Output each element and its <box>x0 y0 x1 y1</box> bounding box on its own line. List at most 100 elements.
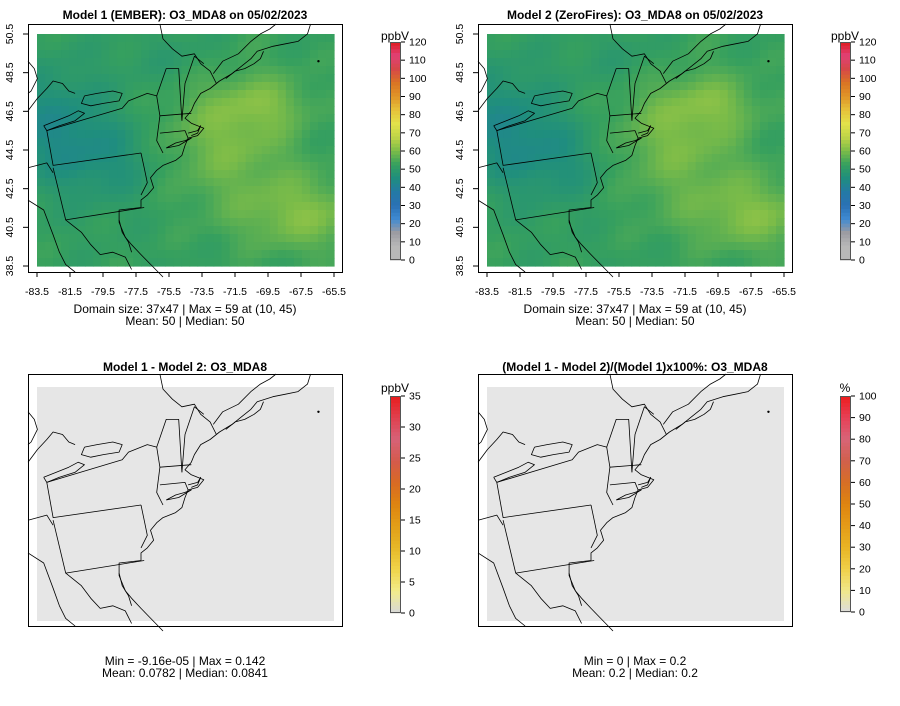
grid-cell <box>293 66 303 75</box>
grid-cell <box>631 50 641 59</box>
grid-cell <box>751 34 761 43</box>
grid-cell <box>69 202 78 211</box>
grid-cell <box>687 250 697 259</box>
grid-cell <box>205 122 215 131</box>
colorbar-segment <box>390 424 401 430</box>
grid-cell <box>101 242 110 251</box>
grid-cell <box>101 90 110 99</box>
grid-cell <box>671 58 681 67</box>
grid-cell <box>551 210 560 219</box>
grid-cell <box>751 138 761 147</box>
colorbar-tick-label: 0 <box>859 255 865 267</box>
grid-cell <box>679 82 689 91</box>
grid-cell <box>599 194 609 203</box>
grid-cell <box>317 106 327 115</box>
grid-cell <box>599 98 609 107</box>
border-njLine <box>140 152 148 196</box>
grid-cell <box>45 34 54 43</box>
grid-cell <box>751 42 761 51</box>
grid-cell <box>679 170 689 179</box>
grid-cell <box>93 90 102 99</box>
grid-cell <box>671 114 681 123</box>
grid-cell <box>607 234 617 243</box>
grid-cell <box>53 146 62 155</box>
grid-cell <box>543 130 552 139</box>
grid-cell <box>237 210 247 219</box>
colorbar-segment <box>390 522 401 527</box>
grid-cell <box>767 82 777 91</box>
grid-cell <box>687 66 697 75</box>
border-nyState <box>496 93 614 154</box>
border-lakeOntario <box>531 441 573 458</box>
grid-cell <box>735 58 745 67</box>
grid-cell <box>85 34 94 43</box>
grid-cell <box>639 194 649 203</box>
grid-cell <box>85 74 94 83</box>
grid-cell <box>101 226 110 235</box>
grid-cell <box>141 122 150 131</box>
grid-cell <box>141 202 150 211</box>
grid-cell <box>559 98 568 107</box>
grid-cell <box>149 242 159 251</box>
colorbar-segment <box>840 241 851 246</box>
grid-cell <box>679 202 689 211</box>
grid-cell <box>711 146 721 155</box>
colorbar-tick-label: 80 <box>409 109 421 121</box>
grid-cell <box>719 106 729 115</box>
grid-cell <box>551 42 560 51</box>
grid-cell <box>511 122 520 131</box>
grid-cell <box>69 114 78 123</box>
grid-cell <box>133 250 142 259</box>
grid-cell <box>173 98 183 107</box>
grid-cell <box>317 234 327 243</box>
island-marker <box>767 60 770 63</box>
grid-cell <box>61 194 70 203</box>
grid-cell <box>519 90 528 99</box>
colorbar-segment <box>390 591 401 596</box>
grid-cell <box>189 210 199 219</box>
grid-cell <box>631 82 641 91</box>
colorbar-segment <box>840 572 851 577</box>
grid-cell <box>285 218 295 227</box>
grid-cell <box>631 42 641 51</box>
grid-cell <box>189 218 199 227</box>
grid-cell <box>277 114 287 123</box>
grid-cell <box>197 170 207 179</box>
grid-cell <box>117 154 126 163</box>
grid-cell <box>655 226 665 235</box>
island-marker <box>317 60 320 63</box>
grid-cell <box>647 90 657 99</box>
grid-cell <box>325 154 335 163</box>
grid-cell <box>767 130 777 139</box>
grid-cell <box>37 42 46 51</box>
grid-cell <box>125 82 134 91</box>
colorbar-segment <box>840 49 851 54</box>
grid-cell <box>37 138 46 147</box>
colorbar-segment <box>840 478 851 483</box>
grid-cell <box>535 170 544 179</box>
grid-cell <box>157 242 167 251</box>
grid-cell <box>535 154 544 163</box>
grid-cell <box>775 90 785 99</box>
colorbar-segment <box>840 194 851 199</box>
grid-cell <box>727 186 737 195</box>
grid-cell <box>237 74 247 83</box>
colorbar-segment <box>840 74 851 79</box>
grid-cell <box>293 194 303 203</box>
grid-cell <box>615 226 625 235</box>
grid-cell <box>173 162 183 171</box>
grid-cell <box>647 130 657 139</box>
grid-cell <box>671 242 681 251</box>
grid-cell <box>125 258 134 267</box>
border-huron <box>27 431 76 463</box>
y-tick-label: 44.5 <box>454 140 466 161</box>
grid-cell <box>197 194 207 203</box>
grid-cell <box>551 250 560 259</box>
grid-cell <box>671 218 681 227</box>
grid-cell <box>607 138 617 147</box>
grid-cell <box>727 42 737 51</box>
grid-cell <box>237 66 247 75</box>
colorbar-tick-label: 0 <box>859 607 865 619</box>
grid-cell <box>591 226 600 235</box>
